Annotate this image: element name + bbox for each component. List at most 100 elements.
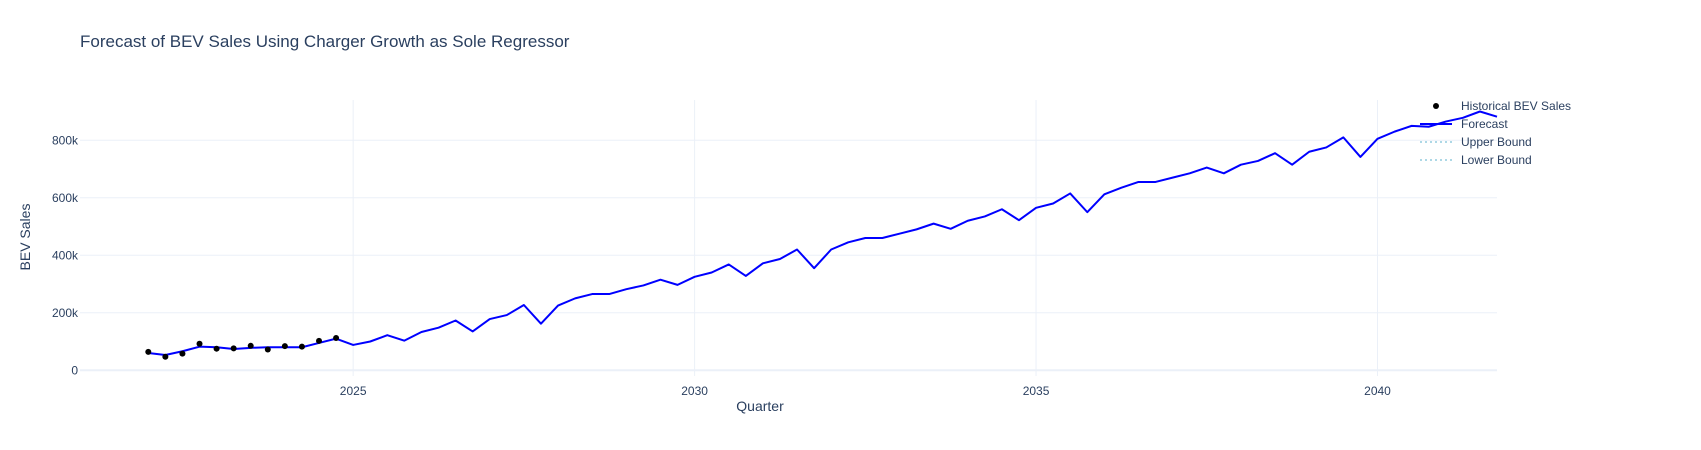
forecast-point[interactable] (608, 293, 610, 295)
forecast-point[interactable] (1257, 160, 1259, 162)
series-layer (145, 110, 1498, 360)
forecast-point[interactable] (369, 341, 371, 343)
historical-point[interactable] (264, 346, 271, 353)
forecast-point[interactable] (881, 237, 883, 239)
forecast-point[interactable] (523, 304, 525, 306)
forecast-point[interactable] (745, 275, 747, 277)
forecast-point[interactable] (1240, 164, 1242, 166)
forecast-point[interactable] (1428, 126, 1430, 128)
y-tick-label: 600k (52, 191, 79, 205)
legend-label: Lower Bound (1461, 153, 1532, 167)
forecast-point[interactable] (1291, 164, 1293, 166)
forecast-point[interactable] (933, 223, 935, 225)
forecast-point[interactable] (1394, 131, 1396, 133)
forecast-point[interactable] (1069, 192, 1071, 194)
forecast-point[interactable] (864, 237, 866, 239)
historical-point[interactable] (213, 345, 220, 352)
forecast-point[interactable] (472, 330, 474, 332)
forecast-point[interactable] (967, 220, 969, 222)
historical-point[interactable] (179, 350, 186, 357)
legend[interactable]: Historical BEV Sales Forecast Upper Bound L… (1420, 99, 1571, 167)
forecast-point[interactable] (1206, 167, 1208, 169)
legend-item[interactable]: Forecast (1420, 117, 1508, 131)
forecast-point[interactable] (796, 249, 798, 251)
forecast-point[interactable] (591, 293, 593, 295)
forecast-point[interactable] (984, 215, 986, 217)
forecast-point[interactable] (403, 340, 405, 342)
y-axis-ticks: 0 200k 400k 600k 800k (52, 133, 79, 377)
historical-point[interactable] (196, 340, 203, 347)
forecast-point[interactable] (574, 297, 576, 299)
forecast-point[interactable] (1445, 121, 1447, 123)
chart-title: Forecast of BEV Sales Using Charger Grow… (80, 32, 570, 51)
forecast-point[interactable] (1137, 181, 1139, 183)
forecast-line[interactable] (148, 110, 1498, 357)
historical-point[interactable] (145, 348, 152, 355)
forecast-point[interactable] (950, 228, 952, 230)
forecast-point[interactable] (830, 249, 832, 251)
forecast-point[interactable] (1001, 208, 1003, 210)
forecast-point[interactable] (711, 272, 713, 274)
forecast-point[interactable] (1086, 211, 1088, 213)
y-tick-label: 0 (71, 363, 78, 377)
forecast-point[interactable] (1342, 136, 1344, 138)
x-axis-title: Quarter (736, 398, 784, 414)
historical-point[interactable] (162, 353, 169, 360)
forecast-point[interactable] (1223, 172, 1225, 174)
forecast-point[interactable] (1308, 151, 1310, 153)
forecast-point[interactable] (540, 323, 542, 325)
forecast-point[interactable] (1189, 172, 1191, 174)
historical-point[interactable] (333, 335, 340, 342)
x-tick-label: 2040 (1364, 384, 1391, 398)
forecast-point[interactable] (1052, 203, 1054, 205)
historical-point[interactable] (247, 342, 254, 349)
historical-point[interactable] (230, 345, 237, 352)
x-axis-ticks: 2025 2030 2035 2040 (340, 384, 1391, 398)
forecast-point[interactable] (1018, 219, 1020, 221)
forecast-point[interactable] (1155, 181, 1157, 183)
forecast-point[interactable] (489, 318, 491, 320)
forecast-point[interactable] (352, 344, 354, 346)
forecast-point[interactable] (438, 327, 440, 329)
x-tick-label: 2035 (1023, 384, 1050, 398)
forecast-point[interactable] (1411, 125, 1413, 127)
forecast-point[interactable] (677, 284, 679, 286)
forecast-point[interactable] (386, 334, 388, 336)
forecast-point[interactable] (1325, 146, 1327, 148)
forecast-point[interactable] (898, 233, 900, 235)
forecast-point[interactable] (420, 331, 422, 333)
forecast-point[interactable] (1103, 193, 1105, 195)
forecast-point[interactable] (1359, 156, 1361, 158)
y-tick-label: 800k (52, 133, 79, 147)
forecast-point[interactable] (625, 288, 627, 290)
forecast-point[interactable] (728, 263, 730, 265)
x-tick-label: 2030 (681, 384, 708, 398)
forecast-point[interactable] (455, 320, 457, 322)
legend-label: Historical BEV Sales (1461, 99, 1571, 113)
historical-point[interactable] (316, 337, 323, 344)
forecast-point[interactable] (1035, 207, 1037, 209)
forecast-point[interactable] (1376, 138, 1378, 140)
historical-point[interactable] (298, 343, 305, 350)
forecast-point[interactable] (847, 241, 849, 243)
forecast-point[interactable] (506, 314, 508, 316)
legend-marker-swatch (1433, 103, 1439, 109)
forecast-point[interactable] (1172, 177, 1174, 179)
forecast-point[interactable] (813, 267, 815, 269)
legend-item[interactable]: Historical BEV Sales (1433, 99, 1571, 113)
forecast-point[interactable] (659, 279, 661, 281)
legend-item[interactable]: Upper Bound (1420, 135, 1532, 149)
forecast-point[interactable] (762, 262, 764, 264)
historical-point[interactable] (281, 343, 288, 350)
forecast-point[interactable] (1274, 152, 1276, 154)
legend-label: Upper Bound (1461, 135, 1532, 149)
forecast-point[interactable] (694, 276, 696, 278)
legend-item[interactable]: Lower Bound (1420, 153, 1532, 167)
forecast-point[interactable] (1120, 187, 1122, 189)
forecast-point[interactable] (916, 228, 918, 230)
forecast-point[interactable] (642, 284, 644, 286)
y-tick-label: 200k (52, 306, 79, 320)
forecast-point[interactable] (779, 258, 781, 260)
forecast-point[interactable] (557, 305, 559, 307)
